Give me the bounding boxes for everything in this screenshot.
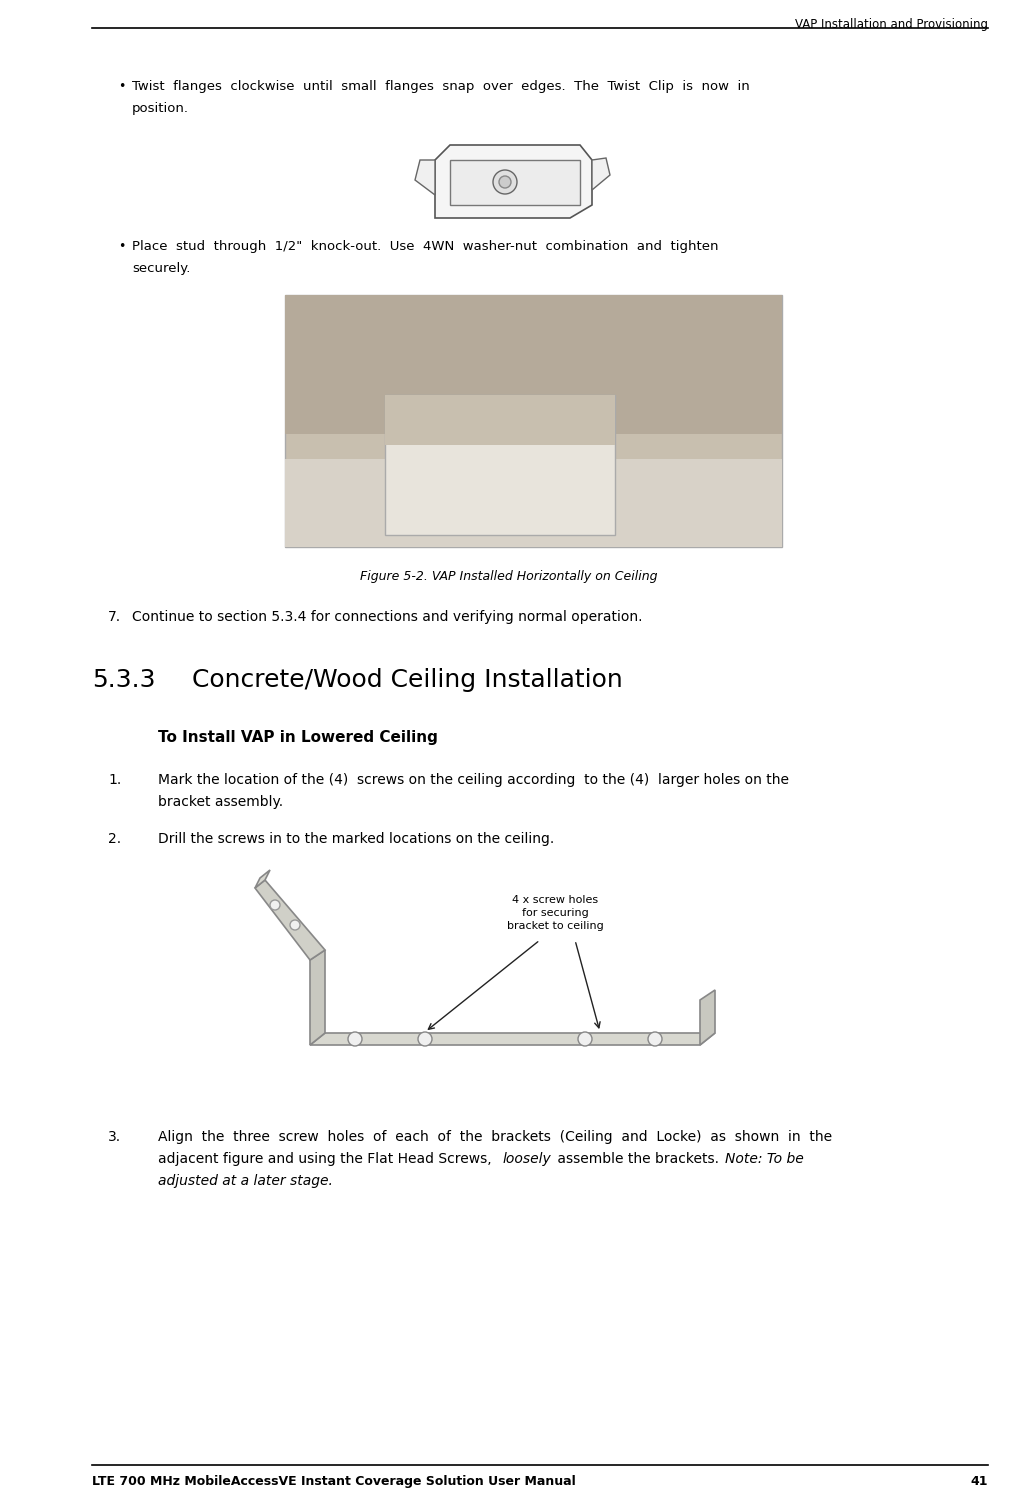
- Polygon shape: [435, 145, 592, 218]
- Text: assemble the brackets.: assemble the brackets.: [553, 1152, 723, 1165]
- Text: Figure 5-2. VAP Installed Horizontally on Ceiling: Figure 5-2. VAP Installed Horizontally o…: [361, 571, 657, 583]
- Text: loosely: loosely: [503, 1152, 551, 1165]
- Circle shape: [270, 899, 280, 910]
- Polygon shape: [310, 1032, 715, 1044]
- Circle shape: [578, 1032, 592, 1046]
- Bar: [285, 294, 782, 433]
- Text: bracket assembly.: bracket assembly.: [158, 795, 283, 808]
- Bar: [285, 294, 782, 547]
- Polygon shape: [255, 870, 270, 887]
- Polygon shape: [310, 950, 325, 1044]
- Text: 2.: 2.: [108, 832, 121, 846]
- Circle shape: [290, 920, 300, 929]
- Text: 7.: 7.: [108, 610, 121, 624]
- Circle shape: [493, 170, 517, 194]
- Polygon shape: [255, 880, 325, 961]
- Text: To Install VAP in Lowered Ceiling: To Install VAP in Lowered Ceiling: [158, 731, 438, 746]
- Text: LTE 700 MHz MobileAccessVE Instant Coverage Solution User Manual: LTE 700 MHz MobileAccessVE Instant Cover…: [92, 1475, 576, 1488]
- Text: adjacent figure and using the Flat Head Screws,: adjacent figure and using the Flat Head …: [158, 1152, 496, 1165]
- Text: 3.: 3.: [108, 1129, 121, 1144]
- Text: VAP Installation and Provisioning: VAP Installation and Provisioning: [795, 18, 988, 31]
- Text: Concrete/Wood Ceiling Installation: Concrete/Wood Ceiling Installation: [192, 668, 623, 692]
- Bar: [385, 394, 615, 445]
- Polygon shape: [450, 160, 580, 205]
- Text: 5.3.3: 5.3.3: [92, 668, 156, 692]
- Polygon shape: [592, 158, 610, 190]
- Text: Drill the screws in to the marked locations on the ceiling.: Drill the screws in to the marked locati…: [158, 832, 554, 846]
- Bar: [285, 459, 782, 547]
- Text: •: •: [118, 241, 125, 252]
- Circle shape: [499, 176, 511, 188]
- Bar: [385, 394, 615, 535]
- Text: Twist  flanges  clockwise  until  small  flanges  snap  over  edges.  The  Twist: Twist flanges clockwise until small flan…: [132, 81, 750, 93]
- Text: 41: 41: [970, 1475, 988, 1488]
- Circle shape: [418, 1032, 432, 1046]
- Text: adjusted at a later stage.: adjusted at a later stage.: [158, 1174, 333, 1188]
- Circle shape: [648, 1032, 662, 1046]
- Polygon shape: [415, 160, 435, 196]
- Text: position.: position.: [132, 102, 189, 115]
- Text: 1.: 1.: [108, 772, 121, 787]
- Text: Mark the location of the (4)  screws on the ceiling according  to the (4)  large: Mark the location of the (4) screws on t…: [158, 772, 789, 787]
- Text: securely.: securely.: [132, 261, 191, 275]
- Text: Note: To be: Note: To be: [725, 1152, 804, 1165]
- Text: 4 x screw holes
for securing
bracket to ceiling: 4 x screw holes for securing bracket to …: [506, 895, 603, 931]
- Polygon shape: [700, 991, 715, 1044]
- Circle shape: [348, 1032, 362, 1046]
- Text: Place  stud  through  1/2"  knock-out.  Use  4WN  washer-nut  combination  and  : Place stud through 1/2" knock-out. Use 4…: [132, 241, 718, 252]
- Text: Align  the  three  screw  holes  of  each  of  the  brackets  (Ceiling  and  Loc: Align the three screw holes of each of t…: [158, 1129, 833, 1144]
- Text: Continue to section 5.3.4 for connections and verifying normal operation.: Continue to section 5.3.4 for connection…: [132, 610, 643, 624]
- Text: •: •: [118, 81, 125, 93]
